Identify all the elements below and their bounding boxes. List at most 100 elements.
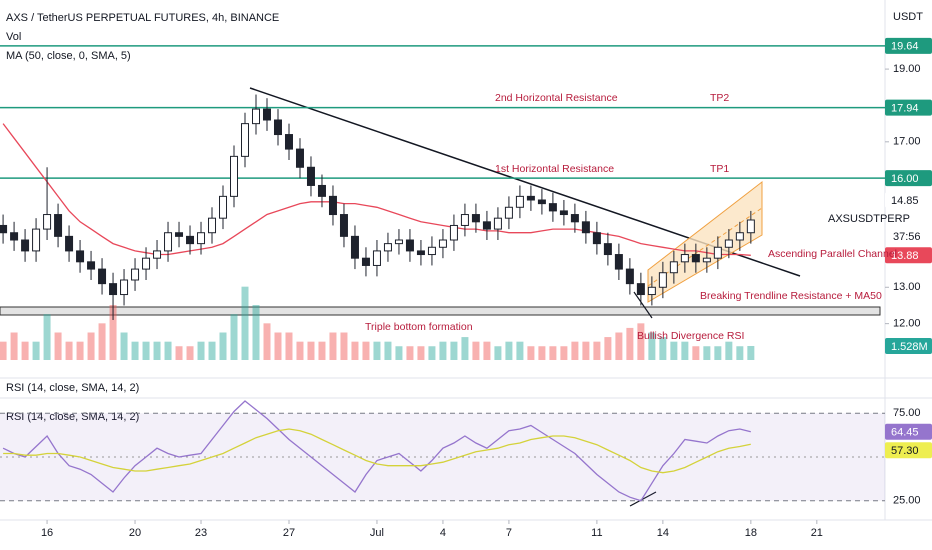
volume-bar [175, 346, 183, 360]
candle-body [175, 232, 184, 237]
x-tick-label: 7 [506, 527, 512, 539]
rsi-tag: 64.45 [891, 427, 919, 439]
candle-body [197, 232, 206, 245]
annotation: 1st Horizontal Resistance [495, 163, 614, 175]
volume-bar [395, 346, 403, 360]
candle-body [109, 283, 118, 296]
volume-bar [670, 341, 678, 360]
volume-bar [538, 346, 546, 360]
volume-bar [65, 341, 73, 360]
rsi-ma-tag-bg [885, 442, 932, 459]
volume-bar [32, 341, 40, 360]
candle-body [625, 268, 634, 285]
volume-bar [197, 341, 205, 360]
rsi-band [0, 413, 885, 501]
rsi-line [2, 400, 751, 502]
volume-bar [131, 341, 139, 360]
channel-midline [647, 207, 763, 287]
annotation: Triple bottom formation [365, 321, 473, 333]
candle-body [273, 119, 282, 136]
price-tag: 14.85 [891, 195, 919, 207]
y-tick-label: 17.00 [893, 136, 921, 148]
candle-body [581, 221, 590, 234]
candle-body [10, 232, 19, 241]
candle-body [482, 221, 491, 230]
ma-tag: 13.88 [891, 250, 919, 262]
volume-bar [703, 346, 711, 360]
x-tick-label: 4 [440, 527, 446, 539]
y-tick-label: 25.00 [893, 495, 921, 507]
level-tag: 17.94 [891, 103, 919, 115]
volume-bar [461, 337, 469, 360]
volume-bar [406, 346, 414, 360]
candle-body [691, 254, 700, 263]
candle-body [405, 239, 414, 252]
candle-body [328, 195, 337, 216]
countdown: 37:56 [893, 231, 921, 243]
candle-body [131, 268, 140, 281]
candle-body [647, 286, 656, 296]
currency-label: USDT [893, 11, 923, 23]
support-zone [0, 306, 881, 316]
candle-body [636, 283, 645, 296]
candle-body [350, 235, 359, 259]
volume-bar [0, 341, 7, 360]
ma-tag-bg [885, 247, 932, 264]
candle-body [372, 250, 381, 266]
volume-bar [318, 341, 326, 360]
x-tick-label: 18 [745, 527, 757, 539]
candle-body [361, 257, 370, 266]
x-tick-label: 27 [283, 527, 295, 539]
x-tick-label: 21 [811, 527, 823, 539]
candle-body [592, 232, 601, 245]
candle-body [526, 195, 535, 201]
rsi-legend: RSI (14, close, SMA, 14, 2) [6, 411, 139, 423]
volume-bar [505, 341, 513, 360]
volume-bar [681, 341, 689, 360]
volume-bar [417, 346, 425, 360]
volume-bar [219, 332, 227, 360]
candle-body [383, 243, 392, 252]
symbol-label: AXSUSDTPERP [828, 213, 910, 225]
volume-bar [626, 327, 634, 360]
volume-bar [241, 286, 249, 360]
x-tick-label: 20 [129, 527, 141, 539]
volume-legend: Vol [6, 31, 21, 43]
volume-bar [604, 337, 612, 360]
candle-body [515, 195, 524, 208]
x-tick-label: 23 [195, 527, 207, 539]
volume-tag: 1.528M [891, 341, 928, 353]
candle-body [746, 219, 755, 234]
annotation: TP1 [710, 163, 729, 175]
candle-body [153, 250, 162, 259]
volume-bar [450, 341, 458, 360]
volume-bar [153, 341, 161, 360]
candle-body [570, 214, 579, 223]
rsi-line [3, 428, 751, 474]
rsi-ma-tag: 57.30 [891, 445, 919, 457]
volume-bar [725, 341, 733, 360]
volume-bar [747, 345, 755, 360]
volume-bar [54, 332, 62, 360]
candle-body [548, 203, 557, 212]
y-tick-label: 19.00 [893, 63, 921, 75]
candle-body [669, 261, 678, 274]
volume-bar [714, 346, 722, 360]
volume-bar [549, 346, 557, 360]
divergence-line [633, 291, 653, 319]
candle-body [471, 214, 480, 223]
candle-body [658, 272, 667, 288]
volume-bar [274, 332, 282, 360]
volume-bar [263, 323, 271, 360]
candle-body [164, 232, 173, 252]
divergence-line [629, 491, 657, 507]
candle-body [680, 254, 689, 263]
volume-bar [527, 346, 535, 360]
volume-bar [384, 341, 392, 360]
x-tick-label: 14 [657, 527, 669, 539]
candle-body [98, 268, 107, 285]
volume-bar [736, 346, 744, 360]
candle-body [219, 195, 228, 219]
